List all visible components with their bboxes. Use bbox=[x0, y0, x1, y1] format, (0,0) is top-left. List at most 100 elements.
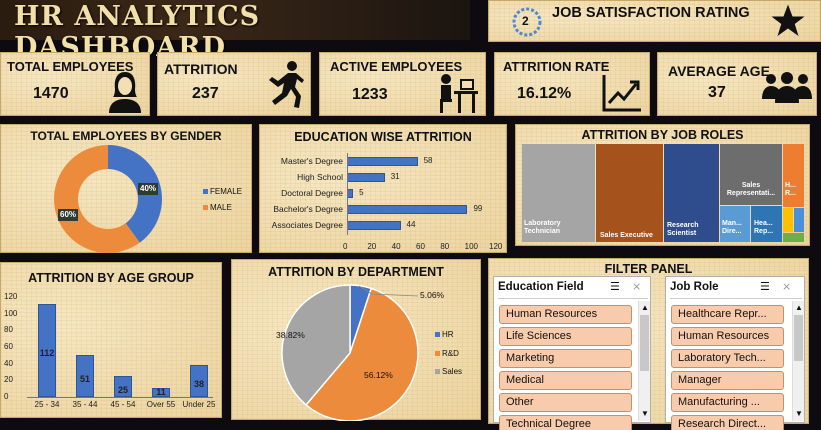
age-bar bbox=[114, 376, 132, 397]
kpi-value: 237 bbox=[192, 85, 219, 102]
slicer-item[interactable]: Laboratory Tech... bbox=[671, 349, 784, 368]
legend-male: MALE bbox=[203, 203, 232, 212]
slicer-item[interactable]: Marketing bbox=[499, 349, 632, 368]
chart-title: ATTRITION BY AGE GROUP bbox=[28, 271, 194, 285]
clear-filter-icon[interactable]: ⨯ bbox=[782, 281, 792, 293]
x-tick-label: 45 - 54 bbox=[110, 400, 136, 409]
slicer-item[interactable]: Human Resources bbox=[499, 305, 632, 324]
age-bar bbox=[38, 303, 56, 397]
data-label: 38 bbox=[193, 379, 204, 390]
trend-chart-icon bbox=[602, 75, 641, 112]
tm-sales-executive: Sales Executive bbox=[596, 144, 663, 242]
tm-laboratory-technician: Laboratory Technician bbox=[522, 144, 595, 242]
data-label: 31 bbox=[390, 172, 400, 181]
education-field-slicer[interactable]: Education Field ☰ ⨯ Human Resources Life … bbox=[493, 276, 651, 430]
age-bar-chart: 0 20 40 60 80 100 120 112 25 - 34 51 35 - 44 25 45 -… bbox=[1, 263, 223, 419]
data-label: 25 bbox=[117, 384, 128, 395]
department-pie bbox=[281, 284, 419, 421]
rd-data-label: 56.12% bbox=[364, 370, 393, 380]
people-group-icon bbox=[762, 72, 812, 103]
x-tick-label: 20 bbox=[367, 242, 377, 251]
slicer-scrollbar[interactable]: ▲ ▼ bbox=[638, 301, 650, 421]
job-role-slicer[interactable]: Job Role ☰ ⨯ Healthcare Repr... Human Res… bbox=[665, 276, 805, 430]
kpi-attrition: ATTRITION 237 bbox=[157, 52, 311, 116]
y-tick-label: 100 bbox=[4, 308, 18, 318]
tm-label: Laboratory Technician bbox=[524, 220, 561, 235]
tm-human-resources: H... R... bbox=[783, 144, 804, 207]
data-label: 5 bbox=[359, 188, 364, 197]
tm-label: Hea... Rep... bbox=[754, 220, 774, 235]
slicer-item[interactable]: Human Resources bbox=[671, 327, 784, 346]
tm-small-green bbox=[783, 233, 804, 242]
chart-title: ATTRITION BY JOB ROLES bbox=[581, 128, 744, 142]
kpi-average-age: AVERAGE AGE 37 bbox=[657, 52, 817, 116]
kpi-total-employees: TOTAL EMPLOYEES 1470 bbox=[0, 52, 150, 116]
female-data-label: 40% bbox=[138, 183, 159, 195]
slicer-item[interactable]: Healthcare Repr... bbox=[671, 305, 784, 324]
slicer-item[interactable]: Research Direct... bbox=[671, 415, 784, 430]
x-tick-label: 120 bbox=[489, 242, 503, 251]
slicer-item[interactable]: Manager bbox=[671, 371, 784, 390]
legend-label: R&D bbox=[442, 349, 459, 358]
category-label: Associates Degree bbox=[271, 220, 343, 230]
slicer-title: Education Field bbox=[498, 281, 584, 293]
kpi-value: 1233 bbox=[352, 86, 388, 103]
department-panel: ATTRITION BY DEPARTMENT 5.06% 56.12% 38.… bbox=[231, 259, 481, 421]
kpi-value: 16.12% bbox=[517, 85, 572, 102]
legend-rd: R&D bbox=[435, 349, 459, 358]
slicer-item[interactable]: Other bbox=[499, 393, 632, 412]
pie-slice-rd bbox=[305, 287, 419, 421]
kpi-attrition-rate: ATTRITION RATE 16.12% bbox=[494, 52, 650, 116]
clear-filter-icon[interactable]: ⨯ bbox=[632, 281, 642, 293]
legend-label: HR bbox=[442, 330, 454, 339]
x-tick-label: Over 55 bbox=[146, 400, 176, 409]
tm-label: Sales Executive bbox=[600, 232, 653, 239]
x-tick-label: 80 bbox=[440, 242, 450, 251]
legend-label: MALE bbox=[210, 203, 232, 212]
donut-slice-female bbox=[108, 145, 162, 243]
slicer-item[interactable]: Life Sciences bbox=[499, 327, 632, 346]
kpi-label: ACTIVE EMPLOYEES bbox=[330, 59, 463, 74]
multi-select-icon[interactable]: ☰ bbox=[610, 281, 620, 293]
tm-sales-representative: Sales Representati... bbox=[720, 144, 782, 205]
tm-label: Man... Dire... bbox=[722, 220, 742, 235]
x-tick-label: 0 bbox=[343, 242, 348, 251]
gender-donut bbox=[53, 145, 162, 253]
category-label: Doctoral Degree bbox=[281, 188, 343, 198]
x-tick-label: 35 - 44 bbox=[72, 400, 98, 409]
x-tick-label: 25 - 34 bbox=[34, 400, 60, 409]
slicer-item[interactable]: Manufacturing ... bbox=[671, 393, 784, 412]
data-label: 112 bbox=[39, 348, 55, 359]
slicer-item[interactable]: Medical bbox=[499, 371, 632, 390]
sales-data-label: 38.82% bbox=[276, 330, 305, 340]
kpi-label: AVERAGE AGE bbox=[668, 63, 770, 79]
running-person-icon bbox=[269, 61, 304, 108]
y-tick-label: 120 bbox=[4, 292, 18, 301]
category-label: High School bbox=[297, 172, 343, 182]
tm-label: Sales Representati... bbox=[726, 182, 776, 197]
legend-label: Sales bbox=[442, 367, 463, 376]
job-satisfaction-card: 2 JOB SATISFACTION RATING bbox=[488, 0, 821, 42]
multi-select-icon[interactable]: ☰ bbox=[760, 281, 770, 293]
kpi-label: ATTRITION bbox=[164, 61, 238, 77]
donut-slice-male bbox=[53, 145, 140, 253]
legend-label: FEMALE bbox=[210, 187, 243, 196]
age-bar bbox=[76, 354, 94, 397]
tm-research-scientist: Research Scientist bbox=[664, 144, 719, 242]
kpi-value: 37 bbox=[708, 84, 726, 101]
gender-chart-panel: TOTAL EMPLOYEES BY GENDER 40% 60% FEMALE… bbox=[0, 124, 252, 253]
x-tick-label: 60 bbox=[416, 242, 425, 251]
kpi-label: TOTAL EMPLOYEES bbox=[7, 59, 134, 74]
y-tick-label: 40 bbox=[4, 358, 13, 368]
pie-slice-sales bbox=[281, 284, 351, 406]
kpi-label: ATTRITION RATE bbox=[503, 59, 610, 74]
y-tick-label: 20 bbox=[4, 375, 13, 385]
legend-sales: Sales bbox=[435, 367, 462, 376]
category-label: Bachelor's Degree bbox=[273, 204, 343, 214]
legend-hr: HR bbox=[435, 330, 454, 339]
slicer-item[interactable]: Technical Degree bbox=[499, 415, 632, 430]
data-label: 58 bbox=[423, 156, 433, 165]
slicer-scrollbar[interactable]: ▲ ▼ bbox=[792, 301, 804, 421]
data-label: 51 bbox=[79, 373, 90, 384]
tm-healthcare-rep: Hea... Rep... bbox=[751, 206, 782, 242]
